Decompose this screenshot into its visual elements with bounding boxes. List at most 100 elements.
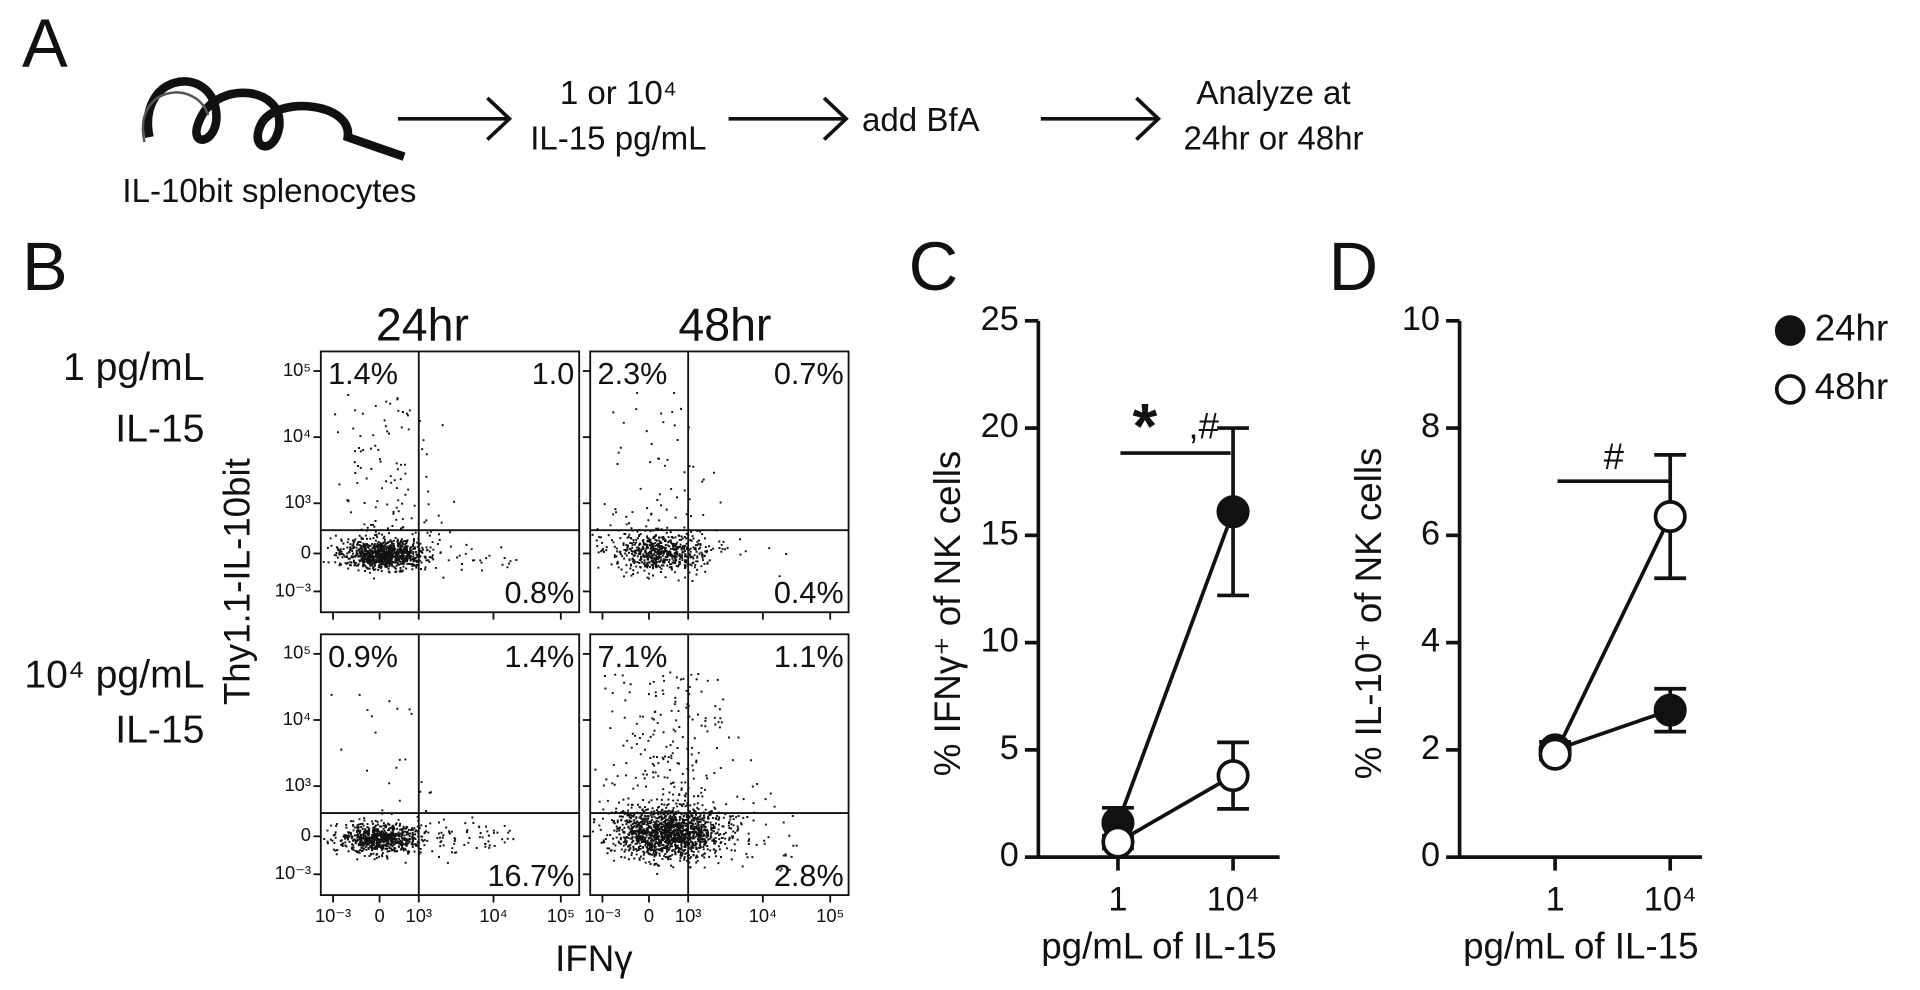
y-tick-label: 8: [1421, 407, 1440, 445]
plot-frame: [319, 633, 581, 897]
panel-label: A: [22, 5, 68, 82]
x-tick-label: 10³: [675, 905, 702, 926]
row-label: 1 pg/mL: [63, 346, 205, 389]
y-tick-label: 10³: [284, 491, 311, 512]
event-dots: [591, 391, 788, 582]
x-tick-label: 10⁻³: [315, 905, 351, 926]
x-tick-label: 10⁵: [547, 905, 575, 926]
ribbon-icon: [143, 77, 406, 161]
quadrant-percent: 1.0: [532, 357, 575, 391]
y-tick-label: 0: [301, 541, 311, 562]
quadrant-percent: 1.4%: [328, 357, 398, 391]
x-tick-label: 10⁴: [1644, 880, 1697, 918]
source-label: IL-10bit splenocytes: [122, 173, 416, 210]
arrow-head: [1135, 96, 1162, 141]
y-tick-label: 10⁴: [283, 708, 311, 729]
marker: [1101, 825, 1135, 859]
y-tick-label: 10: [981, 622, 1019, 660]
x-tick-label: 10⁴: [1207, 880, 1260, 918]
y-tick-label: 10: [1402, 300, 1440, 338]
panel-label: C: [909, 228, 959, 305]
step-text: IL-15 pg/mL: [530, 121, 706, 158]
x-tick-label: 1: [1546, 880, 1565, 918]
y-tick-label: 6: [1421, 514, 1440, 552]
column-header: 24hr: [376, 298, 469, 350]
y-tick-label: 10⁻³: [275, 579, 311, 600]
step-text: Analyze at: [1196, 75, 1350, 112]
ribbon-shade: [141, 91, 210, 143]
arrow-head: [822, 96, 849, 141]
legend-marker: [1774, 315, 1806, 346]
quadrant-percent: 16.7%: [487, 859, 574, 893]
y-tick-label: 20: [981, 407, 1019, 445]
marker: [1538, 737, 1572, 771]
series-line: [1553, 515, 1672, 755]
legend-marker: [1774, 374, 1806, 405]
event-dots: [592, 671, 798, 876]
quadrant-percent: 0.8%: [505, 576, 575, 610]
panel-label: B: [22, 228, 68, 305]
quadrant-percent: 1.4%: [505, 640, 575, 674]
y-tick-label: 10⁻³: [275, 862, 311, 883]
quadrant-percent: 1.1%: [774, 640, 844, 674]
y-tick-label: 4: [1421, 622, 1440, 660]
y-tick-label: 2: [1421, 729, 1440, 767]
series-line: [1117, 774, 1234, 844]
y-tick-label: 10³: [284, 774, 311, 795]
event-dots: [322, 394, 518, 580]
x-tick-label: 10⁴: [479, 905, 507, 926]
quadrant-percent: 2.8%: [774, 859, 844, 893]
x-tick-label: 10³: [406, 905, 433, 926]
y-tick-label: 10⁵: [283, 359, 311, 380]
y-tick-label: 10⁴: [283, 425, 311, 446]
marker: [1653, 500, 1687, 534]
quadrant-percent: 7.1%: [598, 640, 668, 674]
step-text: 24hr or 48hr: [1183, 121, 1363, 158]
x-axis-label: pg/mL of IL-15: [1041, 926, 1276, 967]
legend-label: 24hr: [1815, 307, 1889, 348]
x-axis-label: pg/mL of IL-15: [1463, 926, 1698, 967]
y-tick-label: 0: [301, 824, 311, 845]
step-text: add BfA: [862, 102, 980, 139]
quadrant-percent: 0.9%: [328, 640, 398, 674]
x-tick-label: 10⁵: [816, 905, 844, 926]
annotation: *: [1133, 391, 1158, 462]
y-axis-label: Thy1.1-IL-10bit: [217, 458, 258, 705]
arrows: [397, 96, 1162, 141]
series-line: [1554, 708, 1671, 752]
marker: [1653, 693, 1687, 727]
x-axis-label: IFNγ: [555, 938, 633, 979]
quadrant-percent: 0.7%: [774, 357, 844, 391]
panel-label: D: [1329, 228, 1379, 305]
y-axis-label: % IL-10⁺ of NK cells: [1348, 448, 1389, 780]
annotation: #: [1604, 436, 1625, 477]
y-axis-label: % IFNγ⁺ of NK cells: [927, 451, 968, 776]
x-tick-label: 0: [644, 905, 654, 926]
row-label: IL-15: [115, 709, 204, 752]
x-tick-label: 10⁻³: [584, 905, 620, 926]
y-tick-label: 5: [1000, 729, 1019, 767]
series-line: [1116, 511, 1235, 824]
row-label: IL-15: [115, 407, 204, 450]
step-text: 1 or 10⁴: [560, 75, 677, 112]
legend-label: 48hr: [1815, 366, 1889, 407]
plot-frame: [589, 350, 850, 614]
x-tick-label: 10⁴: [749, 905, 777, 926]
event-dots: [323, 693, 515, 864]
marker: [1216, 759, 1250, 793]
marker: [1216, 495, 1250, 529]
y-tick-label: 0: [1421, 836, 1440, 874]
column-header: 48hr: [678, 298, 771, 350]
y-tick-label: 0: [1000, 836, 1019, 874]
x-tick-label: 1: [1108, 880, 1127, 918]
row-label: 10⁴ pg/mL: [24, 653, 204, 696]
quadrant-percent: 0.4%: [774, 576, 844, 610]
plot-frame: [319, 350, 581, 614]
arrow-head: [486, 96, 513, 141]
y-tick-label: 25: [981, 300, 1019, 338]
quadrant-percent: 2.3%: [598, 357, 668, 391]
annotation: ,#: [1188, 405, 1219, 446]
x-tick-label: 0: [374, 905, 384, 926]
